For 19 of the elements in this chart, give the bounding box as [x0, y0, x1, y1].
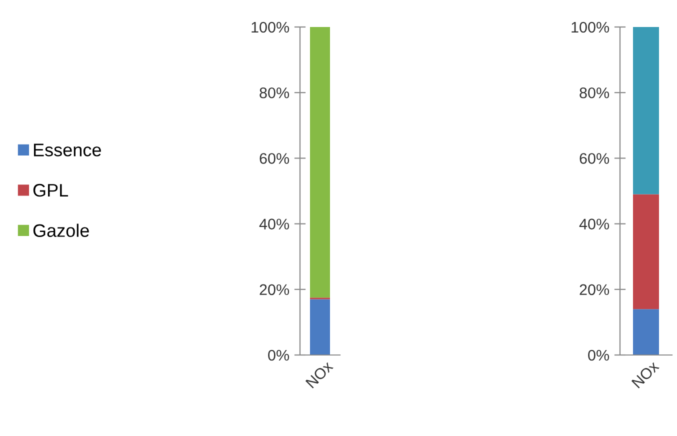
- legend-label: Gazole: [33, 224, 89, 237]
- y-tick-label: 0%: [268, 350, 290, 361]
- y-tick-label: 0%: [588, 350, 610, 361]
- bar: [633, 309, 659, 355]
- y-tick-label: 40%: [579, 218, 610, 230]
- bar: [633, 27, 659, 194]
- y-tick-label: 60%: [260, 153, 290, 164]
- y-tick-label: 40%: [259, 218, 290, 230]
- y-tick-label: 80%: [260, 87, 290, 98]
- bar: [310, 299, 330, 355]
- y-tick-label: 100%: [252, 22, 290, 33]
- y-tick-label: 60%: [580, 153, 610, 164]
- legend-label: GPL: [33, 184, 68, 197]
- bar: [633, 194, 659, 310]
- y-tick-label: 80%: [580, 87, 610, 98]
- y-tick-label: 100%: [572, 22, 610, 33]
- y-tick-label: 20%: [580, 284, 610, 296]
- y-tick-label: 20%: [260, 284, 290, 296]
- legend-label: Essence: [34, 144, 101, 156]
